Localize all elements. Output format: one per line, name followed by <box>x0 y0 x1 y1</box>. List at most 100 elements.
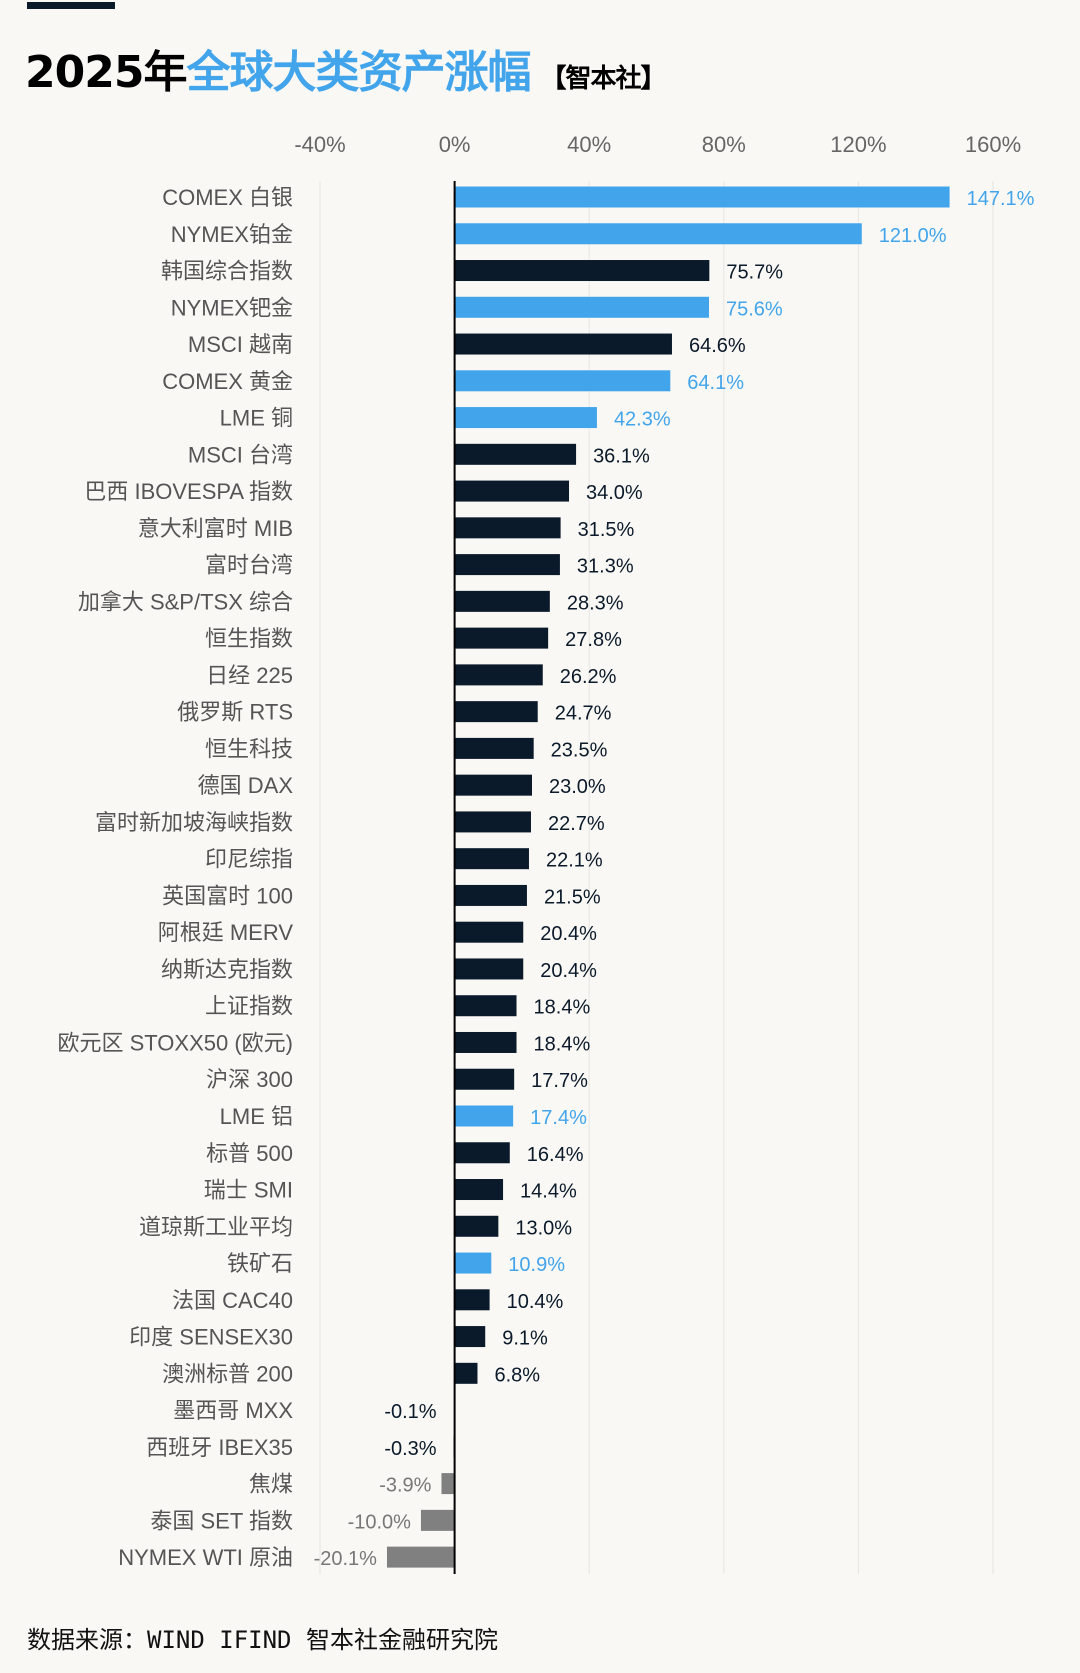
data-label: 147.1% <box>967 188 1035 210</box>
top-accent-bar <box>27 2 115 9</box>
category-label: 韩国综合指数 <box>161 259 293 284</box>
category-label: 加拿大 S&P/TSX 综合 <box>78 589 293 614</box>
bar <box>454 1105 514 1127</box>
x-tick-label: 40% <box>567 132 611 157</box>
bar <box>454 737 534 759</box>
data-label: 75.7% <box>726 262 783 284</box>
data-label: 13.0% <box>515 1217 572 1239</box>
bar <box>454 811 531 833</box>
bar <box>454 1068 515 1090</box>
category-label: MSCI 越南 <box>188 332 293 357</box>
data-label: 18.4% <box>534 1033 591 1055</box>
data-label: 31.5% <box>578 519 635 541</box>
source-note: 数据来源：WIND IFIND 智本社金融研究院 <box>27 1626 498 1654</box>
category-label: 纳斯达克指数 <box>161 957 293 982</box>
data-label: -20.1% <box>314 1548 378 1570</box>
bar <box>454 517 561 539</box>
bar <box>454 223 862 245</box>
bar <box>454 333 672 355</box>
category-label: 印度 SENSEX30 <box>129 1325 293 1350</box>
category-label: 恒生指数 <box>205 626 293 651</box>
category-label: 道琼斯工业平均 <box>139 1214 293 1239</box>
data-label: 17.4% <box>530 1107 587 1129</box>
title-year: 2025年 <box>25 47 187 98</box>
data-label: 10.9% <box>508 1254 565 1276</box>
category-label: 欧元区 STOXX50 (欧元) <box>57 1030 293 1055</box>
bar <box>454 884 527 906</box>
bar <box>454 1289 490 1311</box>
bar <box>454 1179 504 1201</box>
data-label: 20.4% <box>540 960 597 982</box>
bar <box>454 480 570 502</box>
bar <box>454 1142 510 1164</box>
data-label: 23.0% <box>549 776 606 798</box>
bar <box>454 1215 499 1237</box>
data-label: -3.9% <box>379 1475 431 1497</box>
bar <box>454 921 524 943</box>
bar <box>454 848 529 870</box>
data-label: 20.4% <box>540 923 597 945</box>
bar <box>454 774 532 796</box>
data-label: 121.0% <box>879 225 947 247</box>
category-label: 日经 225 <box>206 663 293 688</box>
category-label: 铁矿石 <box>227 1251 293 1276</box>
category-label: 墨西哥 MXX <box>173 1398 293 1423</box>
x-tick-label: 120% <box>830 132 886 157</box>
category-label: NYMEX钯金 <box>171 295 293 320</box>
category-label: LME 铜 <box>220 406 293 431</box>
data-label: 21.5% <box>544 886 601 908</box>
data-label: 75.6% <box>726 298 783 320</box>
bar <box>454 1362 478 1384</box>
bar <box>420 1509 455 1531</box>
category-label: 巴西 IBOVESPA 指数 <box>84 479 293 504</box>
category-label: 富时台湾 <box>205 553 293 578</box>
bar <box>454 370 671 392</box>
data-label: 17.7% <box>531 1070 588 1092</box>
data-label: 23.5% <box>551 739 608 761</box>
data-label: -0.3% <box>384 1438 436 1460</box>
data-label: 26.2% <box>560 666 617 688</box>
bar <box>454 260 710 282</box>
data-label: 14.4% <box>520 1181 577 1203</box>
data-label: 42.3% <box>614 409 671 431</box>
category-label: 泰国 SET 指数 <box>150 1508 293 1533</box>
data-label: 10.4% <box>507 1291 564 1313</box>
data-label: 6.8% <box>494 1364 540 1386</box>
data-label: 24.7% <box>555 703 612 725</box>
bar <box>454 627 549 649</box>
bar-chart: -40% 0% 40% 80% 120% 160% COMEX 白银 147.1% NYMEX铂… <box>57 132 1035 1574</box>
data-label: 64.1% <box>687 372 744 394</box>
category-label: LME 铝 <box>220 1104 293 1129</box>
data-label: 27.8% <box>565 629 622 651</box>
bar <box>454 995 517 1017</box>
data-label: 36.1% <box>593 445 650 467</box>
category-label: 澳洲标普 200 <box>162 1361 293 1386</box>
x-tick-label: 80% <box>702 132 746 157</box>
category-label: 俄罗斯 RTS <box>177 700 293 725</box>
bar <box>454 701 538 723</box>
bar <box>454 186 950 208</box>
x-tick-label: 0% <box>439 132 471 157</box>
data-label: 34.0% <box>586 482 643 504</box>
page-title: 2025年全球大类资产涨幅 【智本社】 <box>25 36 666 100</box>
data-label: 22.7% <box>548 813 605 835</box>
bar <box>454 590 550 612</box>
title-highlight: 全球大类资产涨幅 <box>186 47 531 98</box>
category-label: 德国 DAX <box>198 773 294 798</box>
data-label: 31.3% <box>577 556 634 578</box>
category-label: COMEX 黄金 <box>162 369 293 394</box>
bar <box>454 407 597 429</box>
bar <box>454 443 577 465</box>
title-tag: 【智本社】 <box>540 64 666 94</box>
category-label: 焦煤 <box>249 1472 293 1497</box>
category-label: 法国 CAC40 <box>172 1288 293 1313</box>
bar <box>454 554 560 576</box>
bar <box>454 664 543 686</box>
data-label: 18.4% <box>534 997 591 1019</box>
category-label: 沪深 300 <box>206 1067 293 1092</box>
category-label: 英国富时 100 <box>162 883 293 908</box>
bar <box>441 1473 455 1495</box>
bar <box>454 1031 517 1053</box>
data-label: 9.1% <box>502 1328 548 1350</box>
category-label: COMEX 白银 <box>162 185 293 210</box>
